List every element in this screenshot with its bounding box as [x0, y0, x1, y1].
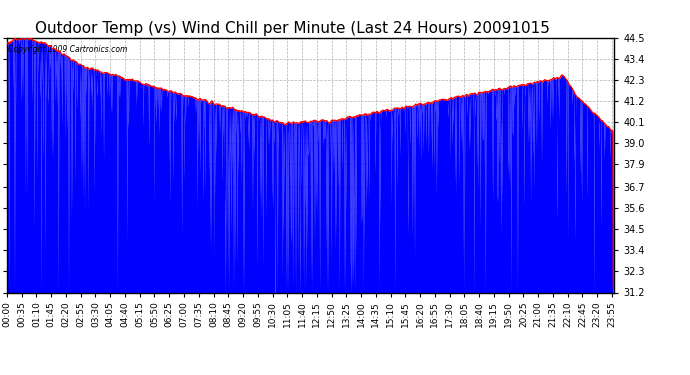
Text: Copyright 2009 Cartronics.com: Copyright 2009 Cartronics.com — [8, 45, 128, 54]
Title: Outdoor Temp (vs) Wind Chill per Minute (Last 24 Hours) 20091015: Outdoor Temp (vs) Wind Chill per Minute … — [35, 21, 550, 36]
